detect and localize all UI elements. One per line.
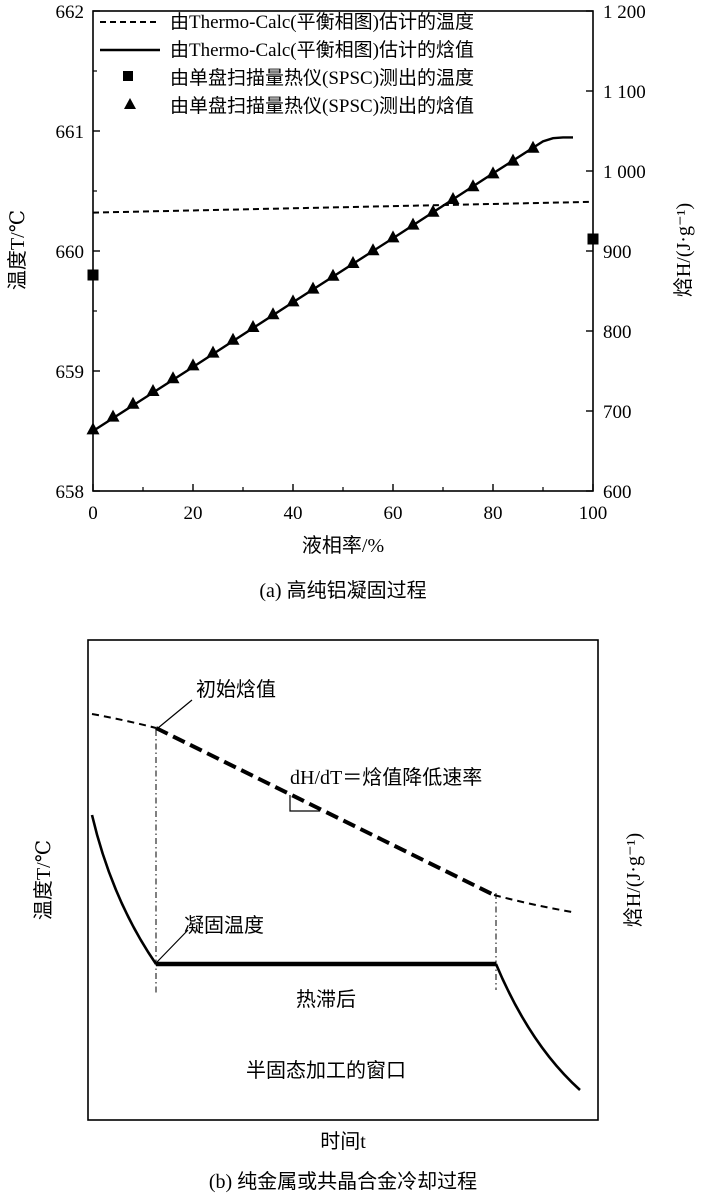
left-tick-label: 659 [56,362,85,383]
spsc-enthalpy-point [326,268,340,281]
chart-b-caption: (b) 纯金属或共晶合金冷却过程 [209,1170,477,1193]
spsc-enthalpy-point [106,409,120,422]
spsc-enthalpy-point [306,281,320,294]
right-tick-label: 1 200 [603,2,646,23]
spsc-enthalpy-point [486,166,500,179]
initial-enthalpy-annotation: 初始焓值 [196,678,276,701]
chart-a-x-tick-labels: 0 20 40 60 80 100 [88,503,607,524]
chart-b: 初始焓值 dH/dT＝焓值降低速率 凝固温度 热滞后 半固态加工的窗口 时间t … [32,639,645,1193]
chart-a-left-tick-labels: 658 659 660 661 662 [56,2,85,503]
spsc-enthalpy-point [286,294,300,307]
left-tick-label: 661 [56,122,85,143]
legend-entry-thermo-temperature: 由Thermo-Calc(平衡相图)估计的温度 [170,11,474,33]
spsc-enthalpy-point [186,358,200,371]
initial-enthalpy-callout [157,699,193,729]
right-tick-label: 1 100 [603,82,646,103]
spsc-temperature-point [87,269,99,281]
x-tick-label: 20 [184,503,203,524]
enthalpy-decline-segment [155,726,495,897]
right-tick-label: 900 [603,242,632,263]
spsc-enthalpy-point [526,140,540,153]
enthalpy-line [92,136,573,433]
slope-triangle [289,795,320,812]
legend-entry-spsc-enthalpy: 由单盘扫描量热仪(SPSC)测出的焓值 [170,95,474,117]
chart-a-right-tick-labels: 600 700 800 900 1 000 1 100 1 200 [603,2,646,503]
spsc-enthalpy-point [146,384,160,396]
enthalpy-rate-annotation: dH/dT＝焓值降低速率 [290,766,482,789]
spsc-enthalpy-point [386,230,400,243]
x-tick-label: 60 [384,503,403,524]
spsc-enthalpy-point [126,396,140,409]
chart-b-right-axis-label: 焓H/(J·g⁻¹) [622,833,645,927]
right-tick-label: 1 000 [603,162,646,183]
spsc-enthalpy-point [166,371,180,384]
legend-triangle-marker [124,98,136,109]
chart-b-plot-frame [87,639,599,1121]
chart-a-right-axis-label: 焓H/(J·g⁻¹) [672,203,695,297]
chart-a-series [86,136,599,435]
left-tick-label: 658 [56,482,85,503]
solidification-temperature-callout [156,929,189,963]
right-tick-label: 800 [603,322,632,343]
spsc-enthalpy-point [206,345,220,358]
spsc-enthalpy-point [426,204,440,217]
chart-a-caption: (a) 高纯铝凝固过程 [259,579,426,602]
chart-b-left-axis-label: 温度T/℃ [32,840,55,920]
spsc-enthalpy-point [226,332,240,345]
spsc-enthalpy-point [406,217,420,230]
chart-a-x-axis-label: 液相率/% [302,534,384,557]
spsc-enthalpy-point [446,192,460,204]
chart-a-legend: 由Thermo-Calc(平衡相图)估计的温度 由Thermo-Calc(平衡相… [100,11,474,117]
temperature-final-cooling-curve [494,963,581,1091]
chart-a: 0 20 40 60 80 100 658 659 660 661 662 600 700 800 90… [6,2,695,602]
x-tick-label: 100 [579,503,608,524]
spsc-temperature-point [587,233,599,245]
spsc-enthalpy-point [346,256,360,268]
legend-entry-thermo-enthalpy: 由Thermo-Calc(平衡相图)估计的焓值 [170,39,474,61]
legend-entry-spsc-temperature: 由单盘扫描量热仪(SPSC)测出的温度 [170,67,474,89]
spsc-enthalpy-point [246,320,260,332]
spsc-enthalpy-point [366,243,380,256]
spsc-enthalpy-point [466,179,480,192]
temperature-cooling-curve [90,814,158,965]
thermal-arrest-annotation: 热滞后 [296,988,356,1011]
solidification-temperature-annotation: 凝固温度 [184,914,264,937]
x-tick-label: 80 [484,503,503,524]
right-tick-label: 700 [603,402,632,423]
chart-b-x-axis-label: 时间t [320,1130,366,1153]
chart-a-left-axis-label: 温度T/℃ [6,210,29,290]
spsc-enthalpy-point [266,307,280,320]
enthalpy-curve [91,713,157,729]
left-tick-label: 662 [56,2,85,23]
x-tick-label: 40 [284,503,303,524]
right-tick-label: 600 [603,482,632,503]
temperature-line [92,200,594,214]
semi-solid-window-annotation: 半固态加工的窗口 [246,1059,406,1082]
x-tick-label: 0 [88,503,98,524]
enthalpy-tail-segment [493,894,573,913]
legend-square-marker [123,71,133,81]
spsc-enthalpy-point [506,153,520,166]
spsc-enthalpy-point [86,422,100,435]
left-tick-label: 660 [56,242,85,263]
